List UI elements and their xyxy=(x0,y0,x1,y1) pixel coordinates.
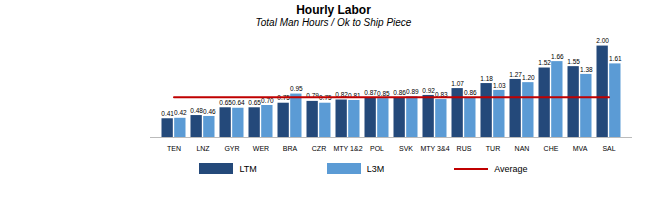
svg-text:SAL: SAL xyxy=(602,145,615,152)
html-text:Average: Average xyxy=(494,163,528,174)
svg-text:CZR: CZR xyxy=(312,145,326,152)
svg-text:0.89: 0.89 xyxy=(406,88,419,95)
svg-text:GYR: GYR xyxy=(224,145,239,152)
svg-text:LNZ: LNZ xyxy=(196,145,210,152)
html-text:L3M: L3M xyxy=(366,163,385,174)
svg-text:1.38: 1.38 xyxy=(580,65,593,72)
svg-text:MTY 3&4: MTY 3&4 xyxy=(420,145,449,152)
svg-text:0.95: 0.95 xyxy=(290,85,303,92)
svg-text:0.70: 0.70 xyxy=(261,96,274,104)
svg-text:0.86: 0.86 xyxy=(464,89,477,96)
svg-text:TEN: TEN xyxy=(167,145,181,152)
html-text:Hourly Labor: Hourly Labor xyxy=(296,3,371,17)
svg-text:0.87: 0.87 xyxy=(364,89,377,96)
svg-text:0.75: 0.75 xyxy=(277,94,290,102)
svg-text:1.03: 1.03 xyxy=(493,81,506,88)
svg-text:0.83: 0.83 xyxy=(435,90,448,98)
svg-text:0.86: 0.86 xyxy=(393,89,406,96)
html-text:LTM: LTM xyxy=(239,163,257,174)
svg-text:BRA: BRA xyxy=(283,145,298,152)
svg-text:1.55: 1.55 xyxy=(567,58,580,65)
svg-text:1.20: 1.20 xyxy=(522,74,535,81)
svg-text:0.81: 0.81 xyxy=(348,91,361,99)
svg-text:TUR: TUR xyxy=(486,145,500,152)
svg-text:0.79: 0.79 xyxy=(306,92,319,99)
svg-text:0.41: 0.41 xyxy=(161,110,174,117)
svg-text:NAN: NAN xyxy=(515,145,530,152)
svg-text:MTY 1&2: MTY 1&2 xyxy=(333,145,362,152)
svg-text:0.65: 0.65 xyxy=(248,99,261,106)
svg-text:0.92: 0.92 xyxy=(422,87,435,94)
svg-text:WER: WER xyxy=(253,145,269,152)
svg-text:1.52: 1.52 xyxy=(538,59,551,66)
svg-text:2.00: 2.00 xyxy=(596,37,609,44)
svg-text:1.27: 1.27 xyxy=(509,71,522,78)
svg-text:0.65: 0.65 xyxy=(219,99,232,106)
svg-text:1.07: 1.07 xyxy=(451,80,464,87)
svg-text:MVA: MVA xyxy=(573,145,588,152)
svg-text:SVK: SVK xyxy=(399,145,413,152)
svg-text:0.64: 0.64 xyxy=(232,99,245,106)
svg-text:0.42: 0.42 xyxy=(174,109,187,116)
svg-text:0.46: 0.46 xyxy=(203,108,216,115)
svg-text:1.66: 1.66 xyxy=(551,53,564,60)
svg-text:0.48: 0.48 xyxy=(190,107,203,114)
svg-text:1.18: 1.18 xyxy=(480,75,493,82)
svg-text:CHE: CHE xyxy=(544,145,559,152)
html-text:Total Man Hours / Ok to Ship P: Total Man Hours / Ok to Ship Piece xyxy=(255,17,412,28)
svg-text:0.82: 0.82 xyxy=(335,91,348,99)
svg-text:0.75: 0.75 xyxy=(319,94,332,102)
svg-text:0.85: 0.85 xyxy=(377,90,390,97)
svg-text:POL: POL xyxy=(370,145,384,152)
svg-text:RUS: RUS xyxy=(457,145,472,152)
svg-text:1.61: 1.61 xyxy=(609,55,622,62)
